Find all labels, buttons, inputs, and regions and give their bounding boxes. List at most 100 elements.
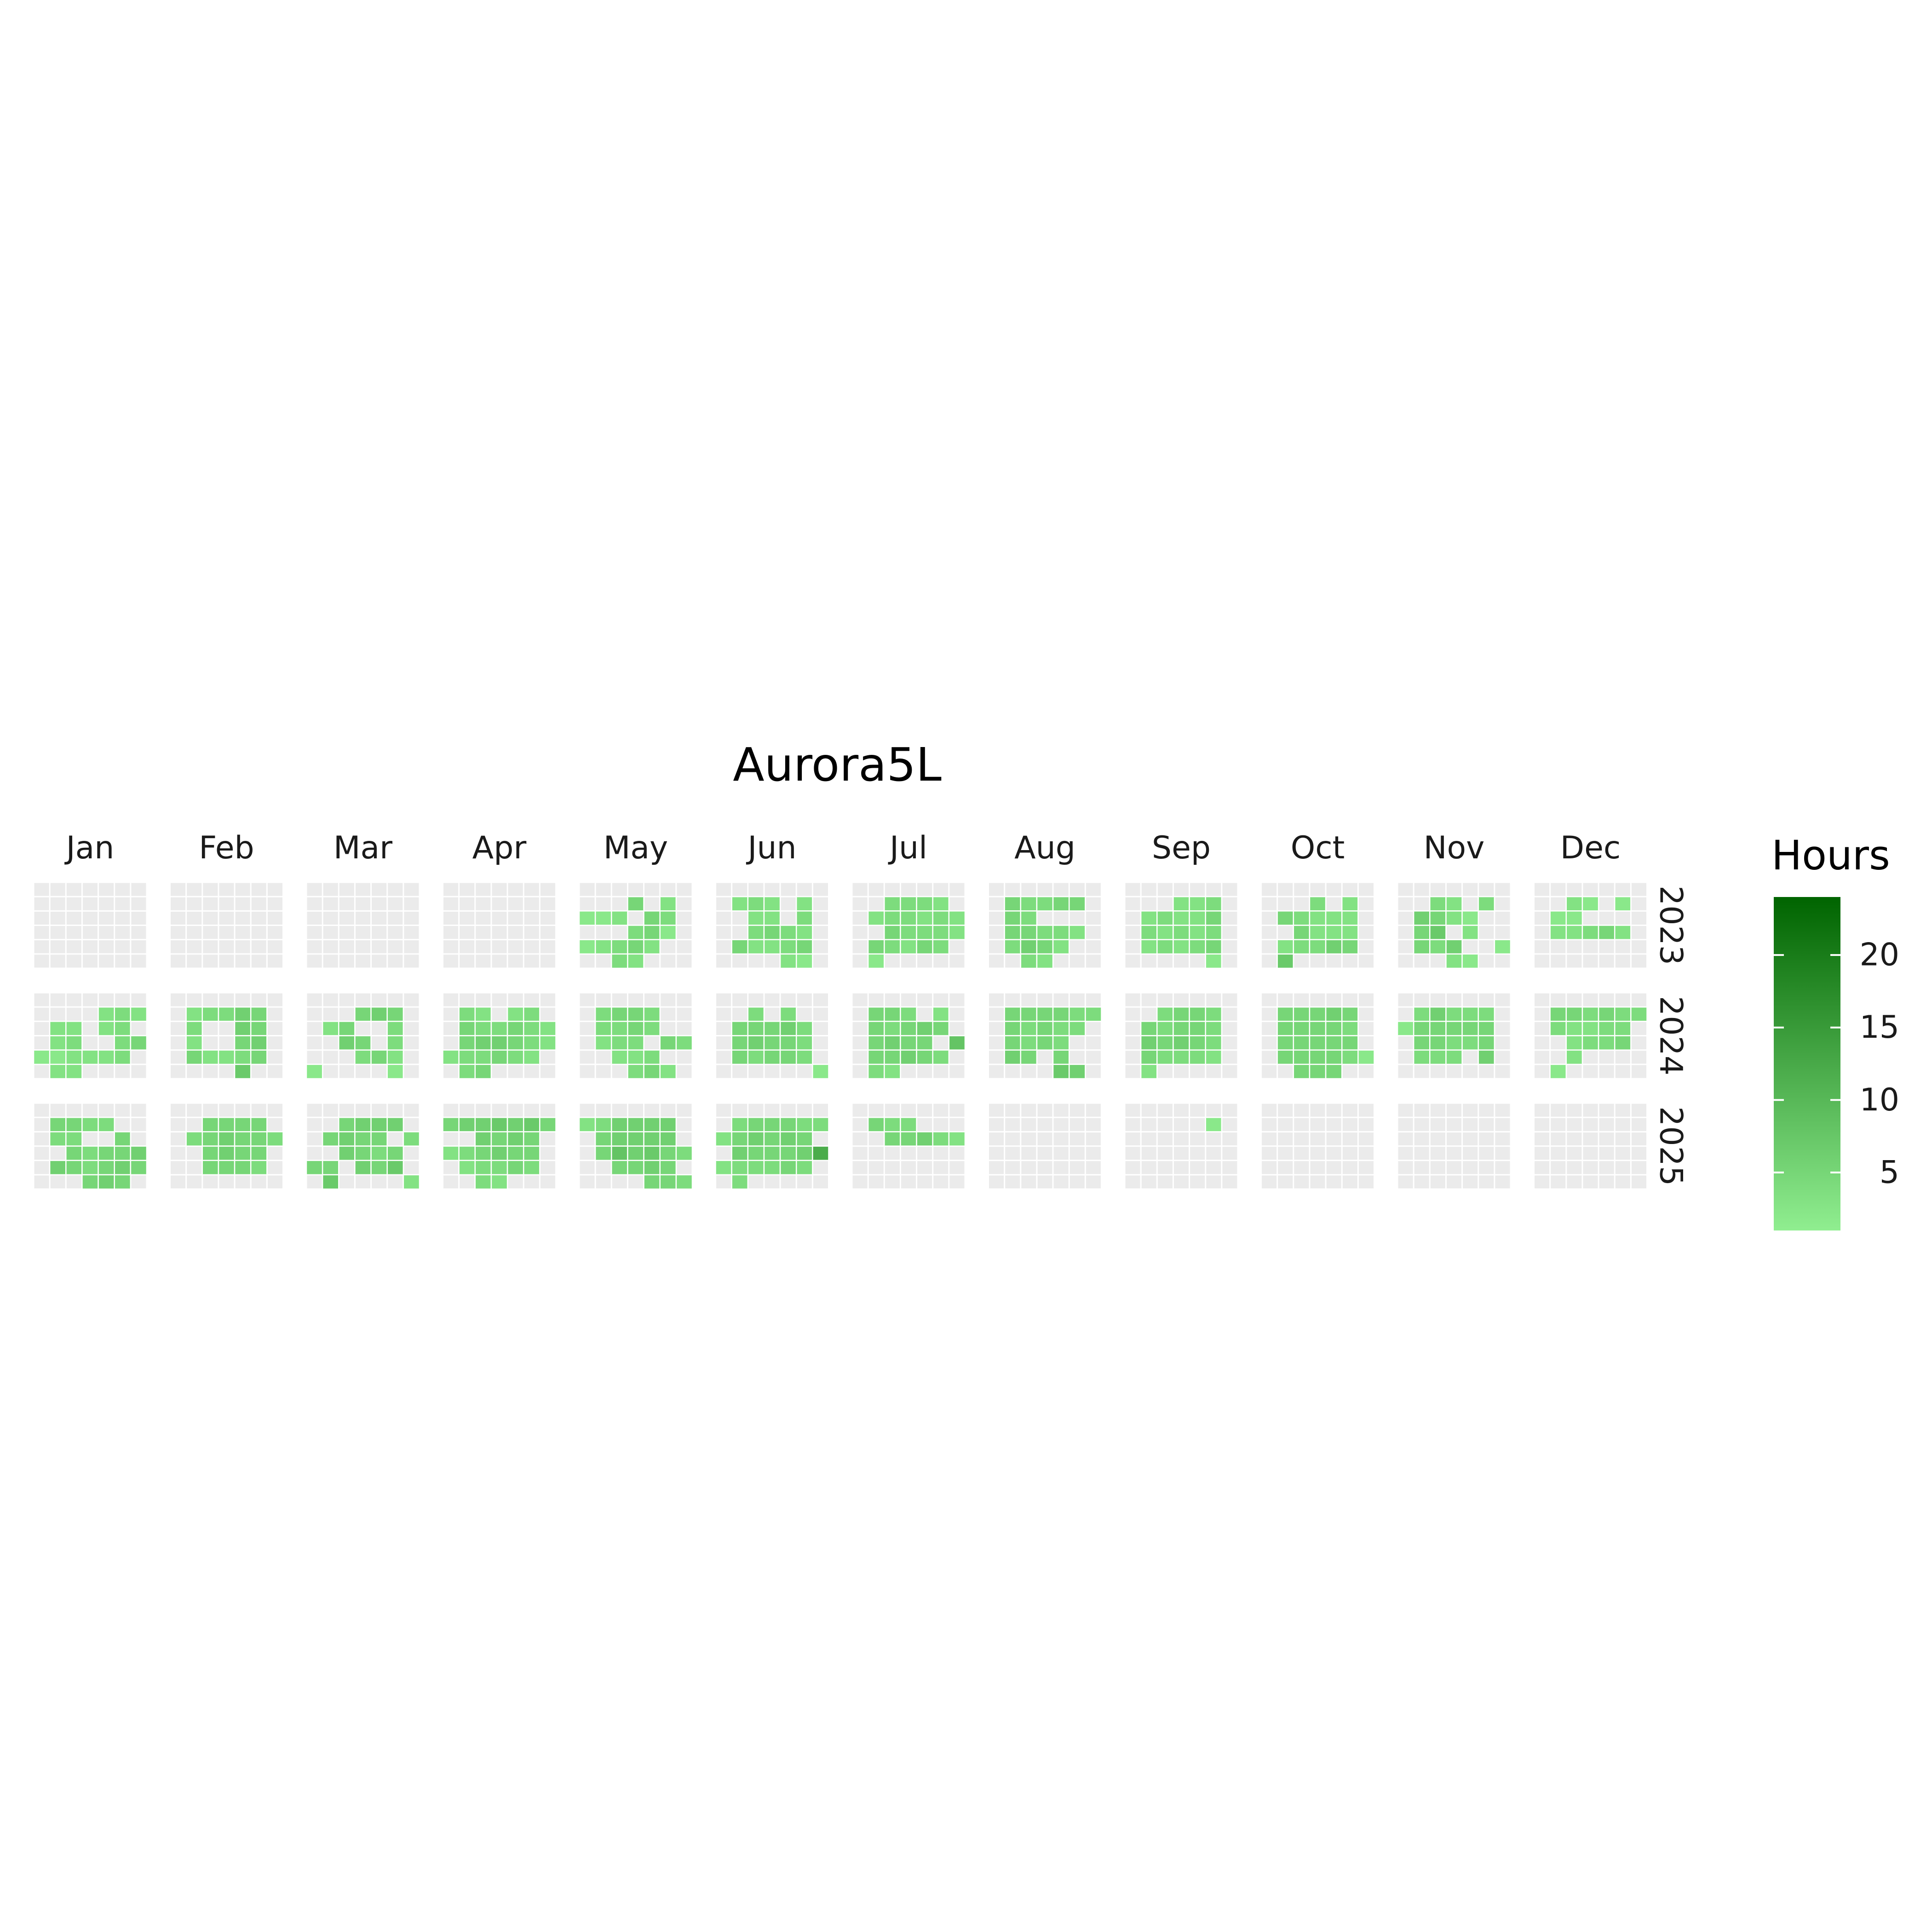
grid-tile: [1125, 1104, 1140, 1117]
grid-tile: [1053, 1132, 1069, 1145]
grid-tile: [1173, 1104, 1189, 1117]
heatmap-cell: [1445, 953, 1463, 969]
grid-tile: [251, 940, 266, 954]
grid-tile: [1358, 1007, 1374, 1021]
grid-tile: [323, 1104, 338, 1117]
grid-tile: [661, 883, 676, 896]
heatmap-cell: [386, 1035, 404, 1051]
grid-tile: [219, 926, 234, 939]
grid-tile: [460, 1132, 475, 1145]
heatmap-cell: [1614, 1006, 1632, 1022]
grid-tile: [1278, 1132, 1293, 1145]
grid-tile: [1262, 1175, 1277, 1189]
grid-tile: [1021, 1065, 1036, 1078]
grid-tile: [1222, 1118, 1237, 1131]
grid-tile: [596, 883, 611, 896]
grid-tile: [355, 940, 371, 954]
heatmap-cell: [1004, 1021, 1022, 1036]
grid-tile: [716, 1147, 731, 1160]
grid-tile: [1005, 954, 1020, 968]
grid-tile: [1310, 1175, 1325, 1189]
grid-tile: [1125, 1132, 1140, 1145]
grid-tile: [1479, 1175, 1494, 1189]
heatmap-cell: [1614, 1035, 1632, 1051]
grid-tile: [1173, 1161, 1189, 1174]
grid-tile: [219, 897, 234, 910]
grid-tile: [1037, 993, 1052, 1006]
grid-tile: [219, 954, 234, 968]
grid-tile: [171, 1036, 186, 1050]
grid-tile: [1190, 1065, 1205, 1078]
grid-tile: [307, 1147, 322, 1160]
grid-tile: [1567, 1147, 1582, 1160]
heatmap-cell: [354, 1160, 372, 1176]
grid-tile: [580, 1175, 595, 1189]
grid-tile: [1599, 1147, 1614, 1160]
grid-tile: [1222, 897, 1237, 910]
grid-tile: [1070, 883, 1085, 896]
heatmap-cell: [763, 896, 781, 912]
grid-tile: [1278, 1118, 1293, 1131]
grid-tile: [323, 1007, 338, 1021]
grid-tile: [1398, 1175, 1413, 1189]
heatmap-cell: [114, 1145, 132, 1161]
grid-tile: [1278, 883, 1293, 896]
grid-tile: [115, 1118, 130, 1131]
heatmap-cell: [1325, 910, 1343, 926]
grid-tile: [1070, 911, 1085, 925]
heatmap-cell: [659, 1145, 677, 1161]
grid-tile: [813, 1051, 828, 1064]
heatmap-cell: [98, 1160, 115, 1176]
heatmap-cell: [539, 1035, 557, 1051]
grid-tile: [813, 993, 828, 1006]
grid-tile: [732, 1007, 748, 1021]
heatmap-cell: [884, 1131, 901, 1147]
heatmap-cell: [442, 1116, 460, 1133]
grid-tile: [596, 1065, 611, 1078]
heatmap-cell: [1020, 939, 1038, 955]
grid-tile: [307, 1132, 322, 1145]
grid-tile: [1398, 883, 1413, 896]
heatmap-cell: [884, 939, 901, 955]
grid-tile: [1342, 954, 1357, 968]
grid-tile: [307, 1007, 322, 1021]
grid-tile: [1141, 993, 1156, 1006]
grid-tile: [716, 926, 731, 939]
heatmap-cell: [442, 1145, 460, 1161]
heatmap-cell: [1461, 1035, 1479, 1051]
grid-tile: [677, 1051, 692, 1064]
grid-tile: [1086, 1175, 1101, 1189]
grid-tile: [267, 1104, 282, 1117]
heatmap-cell: [627, 925, 644, 940]
heatmap-cell: [490, 1131, 508, 1147]
grid-tile: [1551, 1051, 1566, 1064]
heatmap-cell: [1413, 910, 1431, 926]
grid-tile: [267, 1147, 282, 1160]
grid-tile: [492, 883, 507, 896]
grid-tile: [115, 1104, 130, 1117]
grid-tile: [372, 1022, 387, 1035]
grid-tile: [1262, 1022, 1277, 1035]
grid-tile: [372, 940, 387, 954]
heatmap-cell: [627, 1116, 644, 1133]
heatmap-cell: [594, 1035, 612, 1051]
heatmap-cell: [779, 1021, 797, 1036]
heatmap-cell: [218, 1160, 236, 1176]
grid-tile: [1206, 1175, 1221, 1189]
heatmap-cell: [1445, 1021, 1463, 1036]
grid-tile: [34, 1065, 49, 1078]
grid-tile: [1615, 1161, 1630, 1174]
grid-tile: [1414, 1161, 1429, 1174]
grid-tile: [716, 1036, 731, 1050]
grid-tile: [933, 993, 949, 1006]
grid-tile: [852, 1065, 868, 1078]
grid-tile: [1005, 1104, 1020, 1117]
grid-tile: [1599, 1161, 1614, 1174]
heatmap-cell: [1004, 939, 1022, 955]
grid-tile: [765, 1104, 780, 1117]
grid-tile: [732, 993, 748, 1006]
heatmap-cell: [1020, 953, 1038, 969]
grid-tile: [219, 1104, 234, 1117]
grid-tile: [1125, 1175, 1140, 1189]
grid-tile: [1398, 1007, 1413, 1021]
